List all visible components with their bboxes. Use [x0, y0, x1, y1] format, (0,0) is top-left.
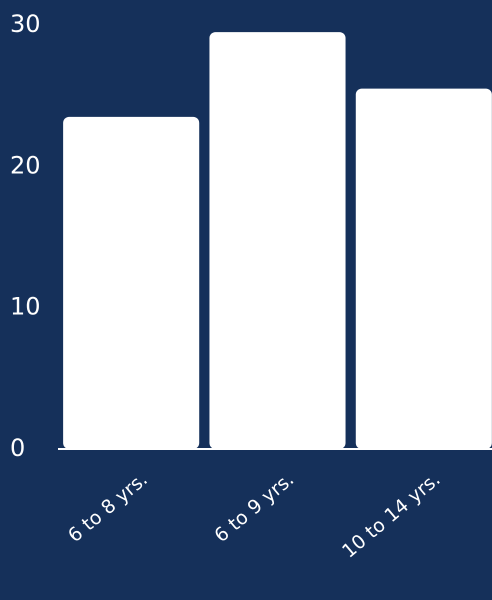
bar [209, 32, 346, 450]
bar [355, 88, 492, 449]
y-tick-label: 10 [10, 293, 41, 321]
y-tick-label: 20 [10, 151, 41, 179]
y-tick-label: 0 [10, 434, 25, 462]
y-tick-label: 30 [10, 10, 41, 38]
bar [63, 116, 200, 449]
